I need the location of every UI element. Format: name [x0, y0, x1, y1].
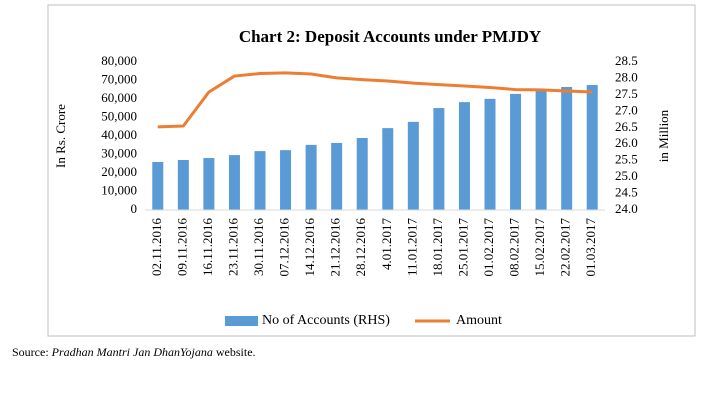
x-tick-label: 15.02.2017 — [532, 218, 547, 277]
y-tick-label: 40,000 — [101, 127, 137, 142]
bar — [510, 93, 522, 210]
chart-border — [47, 4, 696, 337]
bar — [356, 137, 368, 210]
y2-tick-label: 27.5 — [615, 86, 638, 101]
y-axis-label: In Rs. Crore — [53, 104, 68, 168]
chart-title: Chart 2: Deposit Accounts under PMJDY — [239, 27, 541, 46]
bar — [586, 85, 598, 210]
x-tick-label: 30.11.2016 — [251, 218, 266, 277]
x-tick-label: 21.12.2016 — [328, 218, 343, 277]
bar — [152, 161, 164, 210]
x-tick-label: 01.02.2017 — [481, 218, 496, 277]
y2-tick-label: 25.5 — [615, 152, 638, 167]
y2-tick-label: 25.0 — [615, 168, 638, 183]
x-tick-label: 11.01.2017 — [404, 218, 419, 277]
bar — [177, 160, 189, 210]
y-tick-label: 10,000 — [101, 182, 137, 197]
x-tick-label: 07.12.2016 — [277, 218, 292, 277]
legend-label: Amount — [456, 313, 502, 328]
bar — [535, 88, 547, 210]
line — [157, 71, 593, 129]
y2-tick-label: 26.0 — [615, 135, 638, 150]
y2-axis-label: in Million — [656, 109, 671, 162]
x-tick-label: 22.02.2017 — [558, 218, 573, 277]
source-italic: Pradhan Mantri Jan DhanYojana — [51, 345, 213, 359]
y-tick-label: 0 — [131, 201, 138, 216]
x-tick-label: 14.12.2016 — [302, 218, 317, 277]
y-tick-label: 30,000 — [101, 145, 137, 160]
x-tick-label: 25.01.2017 — [455, 218, 470, 277]
x-tick-label: 28.12.2016 — [353, 218, 368, 277]
bar — [228, 155, 240, 210]
bar — [254, 151, 266, 210]
bar — [305, 144, 317, 210]
bar — [458, 102, 470, 210]
y2-tick-label: 24.0 — [615, 201, 638, 216]
x-tick-label: 02.11.2016 — [149, 218, 164, 277]
y-tick-label: 60,000 — [101, 90, 137, 105]
x-tick-label: 18.01.2017 — [430, 218, 445, 277]
y2-tick-label: 24.5 — [615, 185, 638, 200]
source-prefix: Source: — [12, 345, 49, 359]
bar — [484, 98, 496, 210]
x-tick-label: 08.02.2017 — [507, 218, 522, 277]
x-tick-label: 4.01.2017 — [379, 218, 394, 271]
bar — [280, 150, 292, 210]
bar — [331, 142, 343, 210]
x-tick-label: 01.03.2017 — [583, 218, 598, 277]
bar — [407, 121, 419, 210]
legend-label: No of Accounts (RHS) — [262, 313, 390, 328]
y2-tick-label: 26.5 — [615, 119, 638, 134]
bar — [203, 158, 215, 210]
x-tick-label: 09.11.2016 — [174, 218, 189, 277]
y2-tick-label: 27.0 — [615, 102, 638, 117]
y-tick-label: 20,000 — [101, 164, 137, 179]
y-tick-label: 70,000 — [101, 71, 137, 86]
bar — [382, 128, 394, 210]
source-note: Source: Pradhan Mantri Jan DhanYojana we… — [12, 345, 256, 359]
bar — [433, 108, 445, 210]
y2-tick-label: 28.5 — [615, 53, 638, 68]
y-tick-label: 50,000 — [101, 108, 137, 123]
bar — [561, 86, 573, 210]
source-suffix: website. — [216, 345, 256, 359]
x-tick-label: 23.11.2016 — [225, 218, 240, 277]
legend-swatch — [225, 316, 258, 326]
y2-tick-label: 28.0 — [615, 69, 638, 84]
y-tick-label: 80,000 — [101, 53, 137, 68]
x-tick-label: 16.11.2016 — [200, 218, 215, 277]
